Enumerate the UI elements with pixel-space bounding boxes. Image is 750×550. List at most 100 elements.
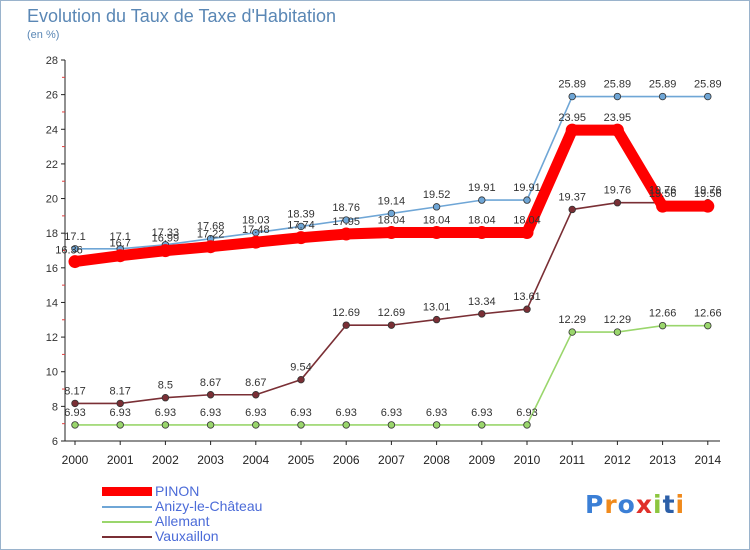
data-point bbox=[430, 225, 444, 239]
data-point bbox=[297, 222, 305, 231]
data-point bbox=[252, 391, 260, 399]
data-point bbox=[206, 391, 215, 399]
data-point bbox=[432, 315, 441, 324]
x-tick-label: 2011 bbox=[559, 453, 585, 467]
data-label: 12.66 bbox=[649, 308, 677, 320]
data-label: 19.91 bbox=[468, 182, 496, 194]
legend-swatch bbox=[102, 505, 152, 508]
data-point bbox=[68, 255, 82, 269]
data-point bbox=[252, 421, 260, 429]
y-tick-label: 28 bbox=[46, 55, 58, 67]
y-tick-label: 10 bbox=[46, 367, 58, 379]
data-label: 19.56 bbox=[649, 188, 677, 200]
data-label: 19.91 bbox=[513, 182, 541, 194]
data-point bbox=[478, 196, 486, 204]
data-label: 18.03 bbox=[242, 215, 270, 227]
data-label: 18.04 bbox=[378, 214, 406, 226]
data-point bbox=[204, 240, 218, 254]
data-point bbox=[158, 244, 172, 258]
data-label: 17.74 bbox=[287, 220, 315, 232]
data-label: 19.14 bbox=[378, 195, 406, 207]
data-label: 6.93 bbox=[245, 407, 266, 419]
data-point bbox=[342, 216, 350, 224]
x-tick-label: 2012 bbox=[604, 453, 631, 467]
logo-letter: i bbox=[653, 490, 663, 519]
data-point bbox=[342, 321, 350, 329]
x-tick-label: 2002 bbox=[152, 453, 179, 467]
legend-label: Anizy-le-Château bbox=[155, 498, 263, 514]
legend-label: PINON bbox=[155, 483, 200, 499]
y-tick-label: 18 bbox=[46, 228, 58, 240]
data-point bbox=[432, 421, 441, 429]
data-label: 23.95 bbox=[604, 112, 632, 124]
x-tick-label: 2000 bbox=[62, 453, 89, 467]
data-label: 19.76 bbox=[694, 185, 722, 197]
data-point bbox=[704, 321, 712, 330]
legend-item: Allemant bbox=[102, 514, 262, 529]
data-point bbox=[658, 321, 667, 330]
legend-label: Vauxaillon bbox=[155, 528, 219, 544]
data-point bbox=[297, 421, 305, 429]
data-label: 16.7 bbox=[109, 238, 130, 250]
chart-title: Evolution du Taux de Taxe d'Habitation bbox=[27, 6, 336, 26]
legend-item: PINON bbox=[102, 484, 262, 499]
data-label: 19.76 bbox=[604, 185, 632, 197]
data-label: 13.34 bbox=[468, 296, 496, 308]
data-point bbox=[613, 328, 622, 336]
data-label: 23.95 bbox=[558, 112, 586, 124]
data-label: 18.39 bbox=[287, 208, 315, 220]
data-label: 19.37 bbox=[558, 191, 586, 203]
data-point bbox=[387, 209, 396, 218]
x-tick-label: 2013 bbox=[649, 453, 676, 467]
data-label: 12.69 bbox=[332, 307, 360, 319]
y-tick-label: 26 bbox=[46, 90, 58, 102]
data-label: 6.93 bbox=[335, 407, 356, 419]
data-point bbox=[116, 399, 124, 408]
x-tick-label: 2009 bbox=[468, 453, 495, 467]
logo-letter: i bbox=[675, 490, 686, 519]
data-label: 6.93 bbox=[200, 407, 221, 419]
data-label: 8.67 bbox=[245, 377, 266, 389]
logo-letter: o bbox=[617, 490, 636, 519]
data-label: 12.69 bbox=[378, 307, 406, 319]
data-point bbox=[387, 321, 396, 329]
data-label: 19.52 bbox=[423, 189, 451, 201]
proxiti-logo: Proxiti bbox=[585, 490, 685, 519]
legend-label: Allemant bbox=[155, 513, 210, 529]
data-point bbox=[478, 310, 486, 318]
legend-swatch bbox=[102, 535, 152, 538]
data-point bbox=[568, 205, 576, 214]
data-label: 8.5 bbox=[158, 380, 173, 392]
data-label: 12.29 bbox=[604, 314, 632, 326]
logo-letter: r bbox=[604, 490, 618, 519]
data-label: 6.93 bbox=[381, 407, 402, 419]
chart-legend: PINON Anizy-le-Château Allemant Vauxaillon bbox=[102, 484, 262, 544]
x-tick-label: 2006 bbox=[333, 453, 360, 467]
data-label: 18.76 bbox=[332, 202, 360, 214]
data-label: 6.93 bbox=[109, 407, 130, 419]
data-label: 17.33 bbox=[152, 227, 180, 239]
logo-letter: t bbox=[662, 490, 676, 519]
x-tick-label: 2010 bbox=[514, 453, 541, 467]
data-point bbox=[116, 421, 124, 429]
data-label: 12.66 bbox=[694, 308, 722, 320]
data-label: 6.93 bbox=[155, 407, 176, 419]
data-point bbox=[656, 199, 670, 213]
data-label: 13.61 bbox=[513, 291, 541, 303]
data-point bbox=[701, 199, 715, 213]
legend-swatch bbox=[102, 487, 152, 496]
data-label: 18.04 bbox=[468, 214, 496, 226]
y-tick-label: 6 bbox=[52, 436, 58, 448]
data-point bbox=[704, 92, 712, 101]
data-label: 17.1 bbox=[109, 231, 130, 243]
data-label: 25.89 bbox=[604, 79, 632, 91]
data-label: 8.67 bbox=[200, 377, 221, 389]
data-point bbox=[478, 421, 486, 429]
y-tick-label: 24 bbox=[46, 124, 58, 136]
data-label: 16.99 bbox=[152, 233, 180, 245]
data-label: 6.93 bbox=[426, 407, 447, 419]
data-label: 17.22 bbox=[197, 229, 225, 241]
data-label: 25.89 bbox=[649, 79, 677, 91]
